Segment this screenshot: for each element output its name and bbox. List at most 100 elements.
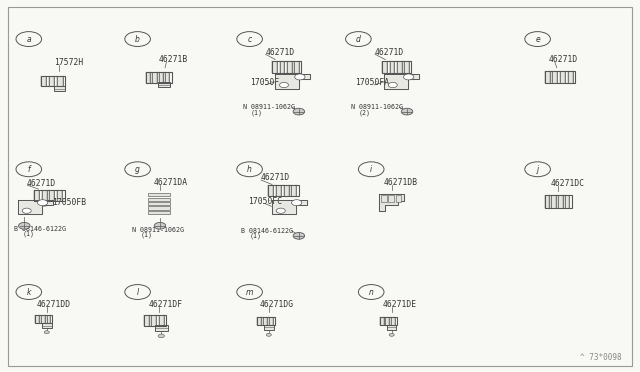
Circle shape [158, 334, 164, 338]
FancyBboxPatch shape [287, 61, 292, 73]
FancyBboxPatch shape [381, 195, 387, 202]
FancyBboxPatch shape [276, 185, 281, 196]
Polygon shape [379, 194, 404, 211]
FancyBboxPatch shape [49, 76, 54, 86]
Text: 17572H: 17572H [54, 58, 84, 67]
Circle shape [19, 222, 30, 229]
Circle shape [292, 200, 302, 206]
Circle shape [293, 108, 305, 115]
Circle shape [401, 108, 413, 115]
Text: 46271D: 46271D [27, 179, 56, 187]
FancyBboxPatch shape [146, 72, 150, 83]
Circle shape [280, 82, 289, 87]
FancyBboxPatch shape [158, 82, 170, 87]
Circle shape [16, 32, 42, 46]
Text: 46271D: 46271D [375, 48, 404, 57]
FancyBboxPatch shape [47, 315, 51, 323]
Circle shape [404, 74, 414, 80]
Text: 46271DE: 46271DE [383, 300, 417, 309]
FancyBboxPatch shape [155, 325, 168, 331]
FancyBboxPatch shape [280, 61, 284, 73]
Polygon shape [384, 74, 419, 89]
Circle shape [237, 285, 262, 299]
Text: 46271DC: 46271DC [550, 179, 584, 187]
FancyBboxPatch shape [42, 323, 52, 328]
Text: d: d [356, 35, 361, 44]
Text: N 08911-1062G: N 08911-1062G [132, 227, 184, 233]
Text: k: k [27, 288, 31, 296]
FancyBboxPatch shape [41, 76, 46, 86]
Text: 17050FB: 17050FB [52, 198, 86, 207]
FancyBboxPatch shape [396, 195, 401, 202]
Polygon shape [275, 74, 310, 89]
Text: N 08911-1062G: N 08911-1062G [351, 104, 403, 110]
FancyBboxPatch shape [148, 206, 170, 210]
Text: (1): (1) [141, 232, 153, 238]
Text: h: h [247, 165, 252, 174]
Circle shape [276, 208, 285, 214]
FancyBboxPatch shape [388, 195, 394, 202]
FancyBboxPatch shape [392, 317, 396, 325]
FancyBboxPatch shape [273, 61, 277, 73]
FancyBboxPatch shape [159, 72, 163, 83]
Circle shape [237, 162, 262, 177]
Circle shape [346, 32, 371, 46]
Text: m: m [246, 288, 253, 296]
Text: N 08911-1062G: N 08911-1062G [243, 104, 295, 110]
Text: 46271DB: 46271DB [384, 178, 418, 187]
Circle shape [389, 333, 394, 336]
FancyBboxPatch shape [284, 185, 289, 196]
FancyBboxPatch shape [551, 195, 556, 208]
Text: g: g [135, 165, 140, 174]
FancyBboxPatch shape [57, 190, 62, 201]
Circle shape [388, 82, 397, 87]
FancyBboxPatch shape [404, 61, 409, 73]
Text: 17050FC: 17050FC [248, 197, 282, 206]
Text: l: l [136, 288, 139, 296]
Text: B 08146-6122G: B 08146-6122G [241, 228, 293, 234]
Circle shape [358, 162, 384, 177]
Polygon shape [18, 200, 53, 214]
FancyBboxPatch shape [262, 317, 267, 325]
Circle shape [358, 285, 384, 299]
Text: B 08146-6122G: B 08146-6122G [14, 226, 66, 232]
FancyBboxPatch shape [159, 315, 164, 326]
Text: 46271D: 46271D [549, 55, 579, 64]
Text: j: j [536, 165, 539, 174]
Text: 46271D: 46271D [261, 173, 291, 182]
Text: 46271DD: 46271DD [37, 300, 71, 309]
Text: (2): (2) [358, 109, 371, 116]
Circle shape [22, 208, 31, 214]
Text: 17050F: 17050F [250, 78, 279, 87]
Text: c: c [248, 35, 252, 44]
Circle shape [266, 333, 271, 336]
Text: ^ 73*0098: ^ 73*0098 [580, 353, 622, 362]
Circle shape [154, 222, 166, 229]
FancyBboxPatch shape [568, 71, 573, 83]
FancyBboxPatch shape [148, 198, 170, 201]
FancyBboxPatch shape [151, 315, 156, 326]
FancyBboxPatch shape [148, 193, 170, 196]
FancyBboxPatch shape [257, 317, 260, 325]
Circle shape [38, 200, 47, 206]
Text: (1): (1) [251, 109, 263, 116]
Text: a: a [26, 35, 31, 44]
FancyBboxPatch shape [57, 76, 63, 86]
FancyBboxPatch shape [558, 195, 563, 208]
FancyBboxPatch shape [54, 86, 65, 91]
Circle shape [16, 285, 42, 299]
FancyBboxPatch shape [397, 61, 402, 73]
FancyBboxPatch shape [143, 315, 148, 326]
FancyBboxPatch shape [552, 71, 557, 83]
Text: n: n [369, 288, 374, 296]
Circle shape [294, 74, 305, 80]
Circle shape [525, 32, 550, 46]
Text: f: f [28, 165, 30, 174]
Text: 46271DA: 46271DA [154, 178, 188, 187]
FancyBboxPatch shape [40, 315, 45, 323]
Text: e: e [535, 35, 540, 44]
FancyBboxPatch shape [148, 202, 170, 205]
FancyBboxPatch shape [35, 315, 38, 323]
Text: (1): (1) [250, 232, 262, 239]
Circle shape [293, 232, 305, 239]
